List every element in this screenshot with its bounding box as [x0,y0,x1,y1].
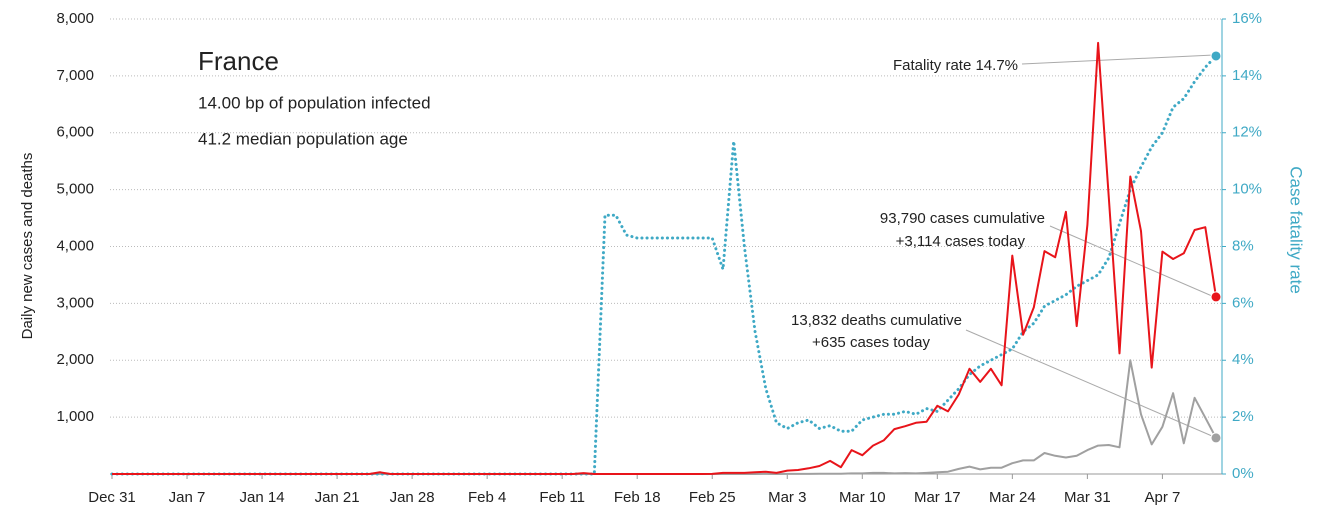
annotation: 14.00 bp of population infected [198,93,431,112]
y-tick-label: 2,000 [56,351,94,368]
y2-tick-label: 10% [1232,181,1262,198]
x-tick-label: Jan 21 [315,489,360,506]
y2-tick-label: 16% [1232,10,1262,27]
y2-tick-label: 0% [1232,465,1254,482]
leader-line [1021,54,1215,65]
y2-tick-label: 8% [1232,237,1254,254]
x-tick-label: Jan 14 [240,489,285,506]
series-line [110,54,1218,476]
x-tick-label: Jan 7 [169,489,206,506]
y2-tick-label: 6% [1232,294,1254,311]
y2-tick-label: 4% [1232,351,1254,368]
x-tick-label: Mar 17 [914,489,961,506]
series-line [112,41,1217,475]
x-tick-label: Apr 7 [1144,489,1180,506]
x-tick-label: Feb 11 [539,489,585,506]
y-tick-label: 1,000 [56,408,94,425]
end-point [1210,432,1222,444]
x-tick-label: Dec 31 [88,489,136,506]
end-point [1210,50,1222,62]
y2-axis-label: Case fatality rate [1287,166,1306,294]
x-tick-label: Mar 24 [989,489,1036,506]
annotation: 93,790 cases cumulative [880,210,1045,227]
y-tick-label: 8,000 [56,10,94,27]
y-tick-label: 7,000 [56,67,94,84]
y-axis-label: Daily new cases and deaths [19,153,36,340]
y2-tick-label: 12% [1232,124,1262,141]
y-tick-label: 3,000 [56,294,94,311]
y2-tick-label: 14% [1232,67,1262,84]
annotation: 41.2 median population age [198,129,408,148]
x-tick-label: Feb 4 [468,489,506,506]
annotation: +635 cases today [812,334,931,351]
x-tick-label: Feb 25 [689,489,736,506]
end-point [1210,291,1222,303]
chart-title: France [198,46,279,76]
leader-line [1049,225,1213,297]
leader-line [965,329,1213,437]
y2-tick-label: 2% [1232,408,1254,425]
y-tick-label: 4,000 [56,237,94,254]
x-tick-label: Jan 28 [390,489,435,506]
y-tick-label: 5,000 [56,181,94,198]
y-tick-label: 6,000 [56,124,94,141]
annotation: +3,114 cases today [896,233,1026,250]
annotation: 13,832 deaths cumulative [791,312,962,329]
x-tick-label: Mar 31 [1064,489,1111,506]
x-tick-label: Mar 10 [839,489,886,506]
annotation: Fatality rate 14.7% [893,57,1018,74]
x-tick-label: Mar 3 [768,489,806,506]
series-line [112,359,1217,475]
x-tick-label: Feb 18 [614,489,661,506]
